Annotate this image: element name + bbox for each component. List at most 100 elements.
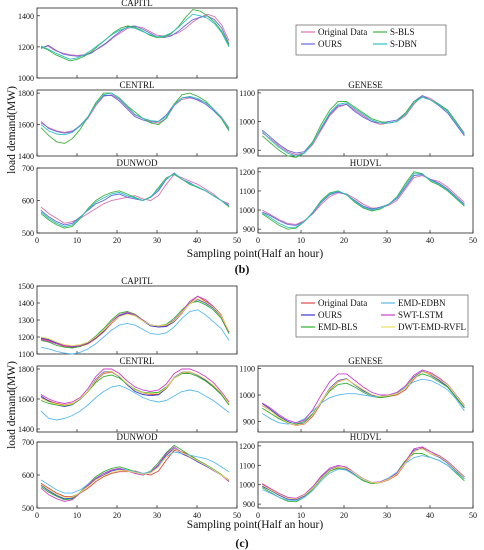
legend-box — [295, 24, 447, 56]
series-line-ours — [40, 95, 230, 134]
x-tick-label: 40 — [426, 511, 434, 520]
plot-frame — [36, 285, 238, 355]
y-tick-label: 1100 — [239, 89, 255, 98]
x-tick-label: 10 — [73, 236, 81, 245]
series-line-ours — [40, 15, 230, 57]
y-tick-label: 1200 — [18, 43, 34, 52]
x-tick-label: 30 — [153, 236, 161, 245]
y-tick-label: 1000 — [239, 391, 255, 400]
y-tick-label: 1000 — [239, 206, 255, 215]
chart-title: CENTRL — [120, 80, 155, 90]
series-line-emd-bls — [40, 300, 230, 349]
series-line-emd-edbn — [40, 451, 230, 494]
chart-c-capitl: CAPITL 1100 1200 1300 1400 1500 — [18, 276, 238, 359]
legend-b: Original Data S-BLS OURS S-DBN — [295, 24, 447, 56]
series-line-dwt-emd-rvfl — [40, 298, 230, 346]
y-tick-label: 1000 — [18, 74, 34, 83]
series-line-swt-lstm — [262, 369, 465, 424]
plot-frame — [257, 441, 474, 509]
series-line-s-bls — [40, 9, 230, 62]
plot-frame — [36, 89, 238, 157]
x-tick-label: 50 — [233, 511, 241, 520]
y-tick-label: 1300 — [18, 316, 34, 325]
y-tick-label: 1000 — [239, 481, 255, 490]
series-line-s-dbn — [40, 173, 230, 227]
x-tick-label: 40 — [426, 236, 434, 245]
y-tick-label: 700 — [22, 438, 34, 447]
x-tick-label: 20 — [340, 511, 348, 520]
series-line-original-data — [40, 173, 230, 224]
series-line-ours — [262, 370, 465, 426]
chart-b-hudvl: HUDVL 900 1000 1100 1200 0 10 20 30 40 50 — [239, 158, 477, 245]
chart-c-dunwod: DUNWOD 500 600 700 0 10 20 30 40 50 — [22, 432, 241, 520]
series-line-s-bls — [40, 173, 230, 229]
y-tick-label: 1600 — [18, 395, 34, 404]
legend-label: EMD-BLS — [318, 322, 358, 332]
legend-label: SWT-LSTM — [398, 310, 443, 320]
series-line-dwt-emd-rvfl — [262, 448, 465, 500]
x-tick-label: 20 — [113, 236, 121, 245]
chart-title: CENTRL — [120, 356, 155, 366]
y-tick-label: 1000 — [239, 118, 255, 127]
series-line-dwt-emd-rvfl — [40, 370, 230, 406]
x-tick-label: 30 — [383, 511, 391, 520]
y-tick-label: 900 — [243, 500, 255, 509]
series-line-emd-bls — [40, 373, 230, 407]
chart-title: GENESE — [348, 80, 383, 90]
y-tick-label: 500 — [22, 229, 34, 238]
x-tick-label: 30 — [383, 236, 391, 245]
legend-label: S-BLS — [390, 27, 415, 37]
legend-box — [295, 294, 469, 338]
panel-b-label: (b) — [235, 262, 250, 276]
xlabel-b: Sampling point(Half an hour) — [187, 248, 324, 260]
series-line-s-bls — [40, 92, 230, 144]
series-line-original-data — [262, 95, 465, 156]
chart-c-hudvl: HUDVL 900 1000 1100 1200 0 10 20 30 40 50 — [239, 432, 477, 520]
chart-c-genese: GENESE 900 1000 1100 — [239, 356, 474, 433]
series-line-emd-bls — [262, 373, 465, 425]
series-line-s-bls — [262, 171, 465, 230]
series-line-swt-lstm — [40, 368, 230, 404]
y-tick-label: 900 — [243, 225, 255, 234]
plot-frame — [257, 89, 474, 157]
series-line-emd-edbn — [40, 309, 230, 355]
y-tick-label: 1400 — [18, 299, 34, 308]
y-tick-label: 1500 — [18, 282, 34, 291]
y-tick-label: 500 — [22, 504, 34, 513]
plot-frame — [257, 167, 474, 234]
legend-label: Original Data — [318, 27, 367, 37]
x-tick-label: 50 — [469, 236, 477, 245]
chart-title: GENESE — [348, 356, 383, 366]
chart-b-centrl: CENTRL 1400 1600 1800 — [18, 80, 238, 161]
y-tick-label: 1400 — [18, 425, 34, 434]
chart-b-capitl: CAPITL 1000 1200 1400 — [18, 0, 238, 83]
series-line-s-dbn — [262, 173, 465, 228]
legend-c: Original Data EMD-EDBN OURS SWT-LSTM EMD-BLS… — [295, 294, 469, 338]
x-tick-label: 10 — [73, 511, 81, 520]
series-line-s-dbn — [40, 92, 230, 136]
x-tick-label: 20 — [113, 511, 121, 520]
x-tick-label: 30 — [153, 511, 161, 520]
series-line-s-dbn — [261, 96, 465, 157]
y-tick-label: 1200 — [239, 442, 255, 451]
plot-frame — [36, 441, 238, 509]
legend-label: S-DBN — [390, 39, 418, 49]
y-tick-label: 1100 — [239, 187, 255, 196]
plot-frame — [36, 365, 238, 433]
y-tick-label: 1200 — [18, 333, 34, 342]
ylabel-c: load demand(MW) — [6, 361, 18, 449]
ylabel-b: load demand(MW) — [6, 86, 18, 174]
y-tick-label: 700 — [22, 164, 34, 173]
y-tick-label: 1100 — [239, 365, 255, 374]
y-tick-label: 1200 — [239, 168, 255, 177]
chart-b-dunwod: DUNWOD 500 600 700 0 10 20 30 40 50 — [22, 158, 241, 245]
series-line-emd-edbn — [40, 385, 230, 421]
x-tick-label: 20 — [340, 236, 348, 245]
chart-title: DUNWOD — [117, 158, 158, 168]
x-tick-label: 50 — [233, 236, 241, 245]
chart-title: CAPITL — [121, 276, 153, 286]
x-tick-label: 0 — [256, 236, 260, 245]
